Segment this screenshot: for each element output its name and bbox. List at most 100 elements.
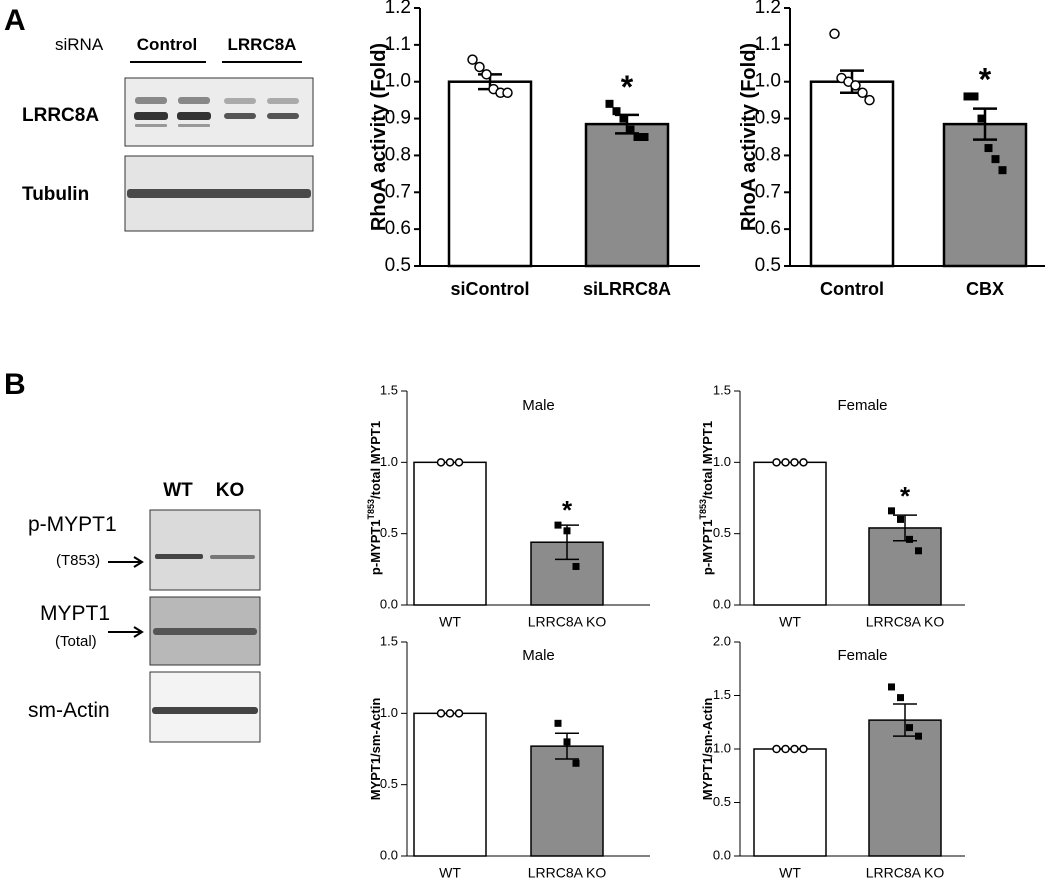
- y-tick-label: 1.0: [713, 454, 731, 469]
- data-point: [984, 144, 993, 153]
- data-point: [454, 458, 464, 467]
- data-point: [772, 458, 781, 467]
- blot-bands: [210, 555, 255, 559]
- bar: [584, 122, 670, 268]
- x-tick-label: Control: [820, 279, 884, 299]
- data-point: [799, 744, 808, 754]
- y-axis-label-sup: T853: [366, 499, 376, 520]
- data-point: [772, 744, 781, 754]
- x-tick-label: LRRC8A KO: [866, 865, 945, 880]
- y-tick-label: 0.5: [755, 255, 781, 276]
- data-point: [915, 732, 922, 740]
- blot-bands: [127, 189, 311, 198]
- y-tick-label: 0.0: [713, 596, 731, 611]
- significance-marker: *: [621, 69, 634, 105]
- y-tick-label: 1.5: [713, 382, 731, 397]
- bar: [413, 461, 487, 606]
- blot-bands: [134, 112, 299, 127]
- data-point: [572, 759, 580, 767]
- blot-row-label: sm-Actin: [28, 699, 110, 722]
- data-point: [850, 80, 861, 91]
- data-point: [963, 92, 972, 101]
- blot-header: siRNA: [55, 35, 104, 54]
- y-axis-label-sup: T853: [698, 499, 708, 520]
- y-tick-label: 0.9: [385, 108, 411, 129]
- y-tick-label: 0.9: [755, 108, 781, 129]
- data-point: [436, 709, 446, 718]
- y-tick-label: 1.5: [380, 633, 398, 648]
- y-tick-label: 0.6: [385, 218, 411, 239]
- blot-group: Control: [137, 35, 197, 54]
- data-point: [897, 515, 904, 523]
- x-tick-label: LRRC8A KO: [866, 614, 945, 630]
- bar: [809, 80, 895, 268]
- blot-row-label: Tubulin: [22, 184, 89, 205]
- chart-title: Female: [837, 397, 887, 414]
- y-axis-label-part: p-MYPT1: [368, 519, 383, 575]
- data-point: [640, 133, 649, 141]
- y-tick-label: 0.6: [755, 218, 781, 239]
- blot-bands: [152, 707, 258, 714]
- data-point: [605, 99, 614, 108]
- y-tick-label: 1.0: [713, 740, 731, 755]
- data-point: [612, 107, 621, 116]
- blot-group: LRRC8A: [228, 35, 297, 54]
- data-point: [888, 507, 895, 515]
- data-point: [502, 87, 513, 99]
- y-tick-label: 1.1: [755, 34, 781, 55]
- y-tick-label: 0.5: [713, 525, 731, 540]
- y-axis-label: MYPT1/sm-Actin: [368, 698, 383, 801]
- y-axis-label-part: p-MYPT1: [700, 519, 715, 575]
- data-point: [454, 709, 464, 718]
- blot-row-label: MYPT1: [40, 602, 110, 625]
- data-point: [799, 458, 808, 467]
- data-point: [897, 694, 904, 702]
- bar: [413, 712, 487, 857]
- y-tick-label: 1.5: [713, 687, 731, 702]
- chart-title: Male: [522, 397, 555, 414]
- data-point: [445, 709, 455, 718]
- data-point: [857, 87, 868, 99]
- x-tick-label: WT: [439, 614, 461, 630]
- data-point: [790, 744, 799, 754]
- x-tick-label: WT: [779, 614, 801, 630]
- data-point: [467, 54, 478, 65]
- x-tick-label: WT: [779, 865, 801, 880]
- blot-row-sublabel: (Total): [55, 633, 97, 650]
- y-axis-label-part: MYPT1/sm-Actin: [368, 698, 383, 801]
- bar: [753, 461, 827, 606]
- x-tick-label: WT: [439, 865, 461, 880]
- data-point: [829, 28, 840, 40]
- bar: [753, 748, 827, 857]
- blot-row-label: p-MYPT1: [28, 513, 117, 536]
- y-tick-label: 0.5: [713, 794, 731, 809]
- data-point: [563, 738, 571, 746]
- data-point: [554, 521, 562, 529]
- y-tick-label: 0.5: [385, 255, 411, 276]
- blot-bands: [135, 97, 299, 104]
- y-tick-label: 1.0: [385, 71, 411, 92]
- data-point: [436, 458, 446, 467]
- bar: [447, 80, 533, 268]
- y-axis-label: RhoA activity (Fold): [738, 43, 760, 231]
- panel-label: A: [4, 4, 26, 37]
- data-point: [481, 69, 492, 80]
- data-point: [445, 458, 455, 467]
- data-point: [619, 114, 628, 123]
- y-axis-label-part: RhoA activity (Fold): [368, 43, 390, 231]
- significance-marker: *: [900, 481, 911, 511]
- y-tick-label: 0.7: [385, 181, 411, 202]
- band-arrow: [108, 626, 144, 638]
- data-point: [563, 527, 571, 535]
- y-tick-label: 0.0: [713, 847, 731, 862]
- bar: [530, 745, 604, 857]
- blot-image: [149, 509, 261, 591]
- blot-row-sublabel: (T853): [56, 552, 100, 569]
- data-point: [633, 133, 642, 141]
- y-tick-label: 1.1: [385, 34, 411, 55]
- data-point: [888, 683, 895, 691]
- data-point: [474, 61, 485, 73]
- data-point: [977, 114, 986, 123]
